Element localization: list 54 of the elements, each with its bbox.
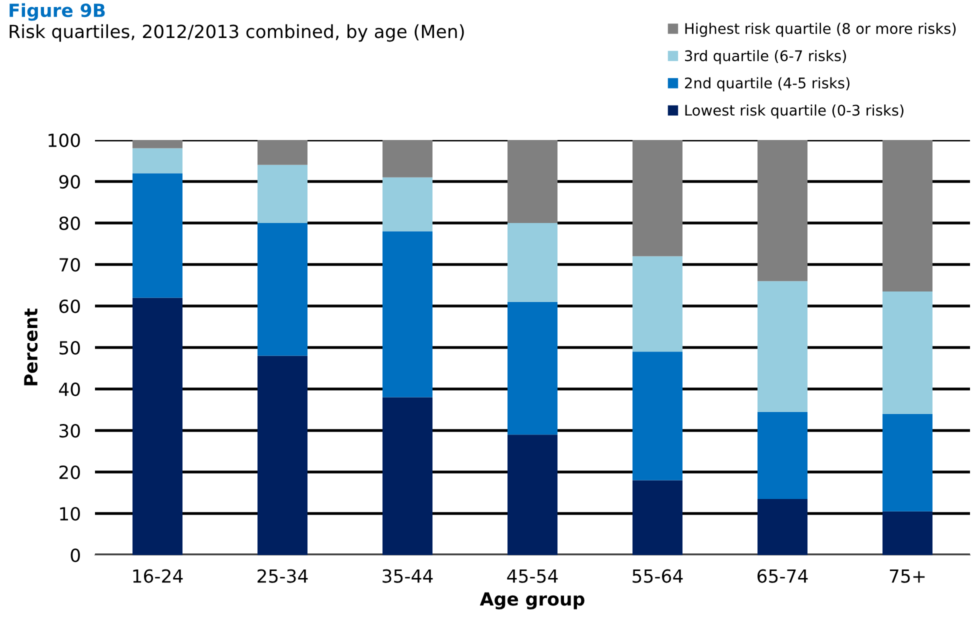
bar [758,281,808,412]
bar [258,164,308,223]
bar [132,173,182,298]
legend-label: Lowest risk quartile (0-3 risks) [685,104,904,119]
y-axis-title: Percent [24,308,38,386]
bar [258,223,308,356]
bar [882,414,932,512]
legend-label: Highest risk quartile (8 or more risks) [685,22,956,37]
chart-title: Figure 9B [10,3,105,21]
bar [382,140,432,178]
bar [382,177,432,232]
bar [508,434,558,555]
bar [258,356,308,555]
bar [508,302,558,435]
bar [508,223,558,302]
x-tick-label: 45-54 [507,569,558,583]
bar [758,140,808,282]
x-tick-label: 75+ [890,569,925,583]
bar [382,231,432,398]
bar [632,256,682,352]
y-tick-label: 80 [59,216,80,230]
legend-label: 3rd quartile (6-7 risks) [685,50,846,64]
bar [632,352,682,480]
y-tick-label: 100 [48,133,80,148]
bar [382,397,432,555]
y-tick-label: 20 [59,465,80,480]
y-tick-label: 70 [60,258,80,272]
bar [632,480,682,555]
y-tick-label: 0 [70,548,80,562]
bar [132,298,182,555]
y-tick-label: 40 [59,382,80,396]
bar [882,140,932,292]
bar [882,291,932,414]
x-tick-label: 65-74 [758,569,808,583]
y-tick-label: 60 [59,299,80,314]
x-tick-label: 35-44 [382,569,433,583]
bar [882,511,932,555]
bar [258,140,308,165]
bar [632,140,682,256]
bar [508,140,558,223]
bar [132,148,182,174]
y-tick-label: 30 [60,424,80,438]
x-tick-label: 55-64 [632,569,683,583]
x-tick-label: 25-34 [258,569,308,583]
x-tick-label: 16-24 [133,569,183,583]
bar [132,140,182,148]
bar [758,412,808,499]
x-axis-title: Age group [480,592,584,610]
chart-subtitle: Risk quartiles, 2012/2013 combined, by age (Men) [10,24,464,42]
legend-label: 2nd quartile (4-5 risks) [684,77,850,92]
y-tick-label: 90 [59,174,80,189]
bar [758,498,808,555]
y-tick-label: 50 [60,340,80,355]
y-tick-label: 10 [60,506,80,521]
